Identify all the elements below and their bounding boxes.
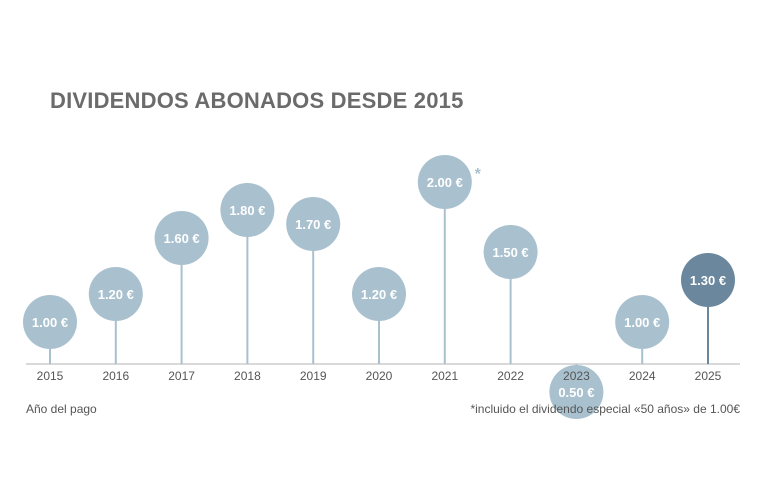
value-label-2016: 1.20 € — [98, 287, 134, 302]
dividend-circle-2017 — [154, 211, 209, 265]
dividend-circle-2019 — [286, 197, 341, 251]
x-tick-2022: 2022 — [497, 369, 524, 383]
footnote-marker: * — [470, 402, 476, 416]
x-tick-2016: 2016 — [102, 369, 129, 383]
value-label-2022: 1.50 € — [493, 245, 529, 260]
value-label-2018: 1.80 € — [229, 203, 265, 218]
dividend-circle-2025 — [681, 253, 735, 307]
value-label-2024: 1.00 € — [624, 315, 660, 330]
x-tick-2017: 2017 — [168, 369, 195, 383]
value-label-2019: 1.70 € — [295, 217, 331, 232]
value-label-2021: 2.00 € — [427, 175, 463, 190]
dividend-circle-2018 — [220, 183, 275, 237]
value-label-2017: 1.60 € — [164, 231, 200, 246]
x-tick-2023: 2023 — [563, 369, 590, 383]
value-label-2023: 0.50 € — [558, 385, 594, 400]
dividend-circle-2021 — [417, 155, 472, 209]
dividend-circle-2023 — [549, 365, 604, 419]
x-axis-label: Año del pago — [26, 402, 97, 416]
footnote-text: incluido el dividendo especial «50 años»… — [475, 402, 740, 416]
x-tick-2025: 2025 — [695, 369, 722, 383]
value-label-2025: 1.30 € — [690, 273, 726, 288]
x-tick-2019: 2019 — [300, 369, 327, 383]
x-tick-2018: 2018 — [234, 369, 261, 383]
chart-title: DIVIDENDOS ABONADOS DESDE 2015 — [50, 88, 464, 113]
x-tick-2020: 2020 — [366, 369, 393, 383]
value-label-2015: 1.00 € — [32, 315, 68, 330]
dividend-circle-2024 — [615, 295, 670, 349]
dividend-circle-2020 — [352, 267, 406, 321]
x-tick-2021: 2021 — [431, 369, 458, 383]
annotation-marker-2021: * — [475, 166, 482, 183]
value-label-2020: 1.20 € — [361, 287, 397, 302]
dividend-circle-2022 — [483, 225, 538, 279]
x-tick-2015: 2015 — [37, 369, 64, 383]
footnote: *incluido el dividendo especial «50 años… — [470, 402, 740, 416]
dividend-circle-2016 — [88, 267, 143, 321]
x-tick-2024: 2024 — [629, 369, 656, 383]
chart-marks: 1.00 € 2015 1.20 € 2016 1.60 € 2017 1.80 € 2018… — [23, 155, 735, 419]
dividend-circle-2015 — [23, 295, 77, 349]
